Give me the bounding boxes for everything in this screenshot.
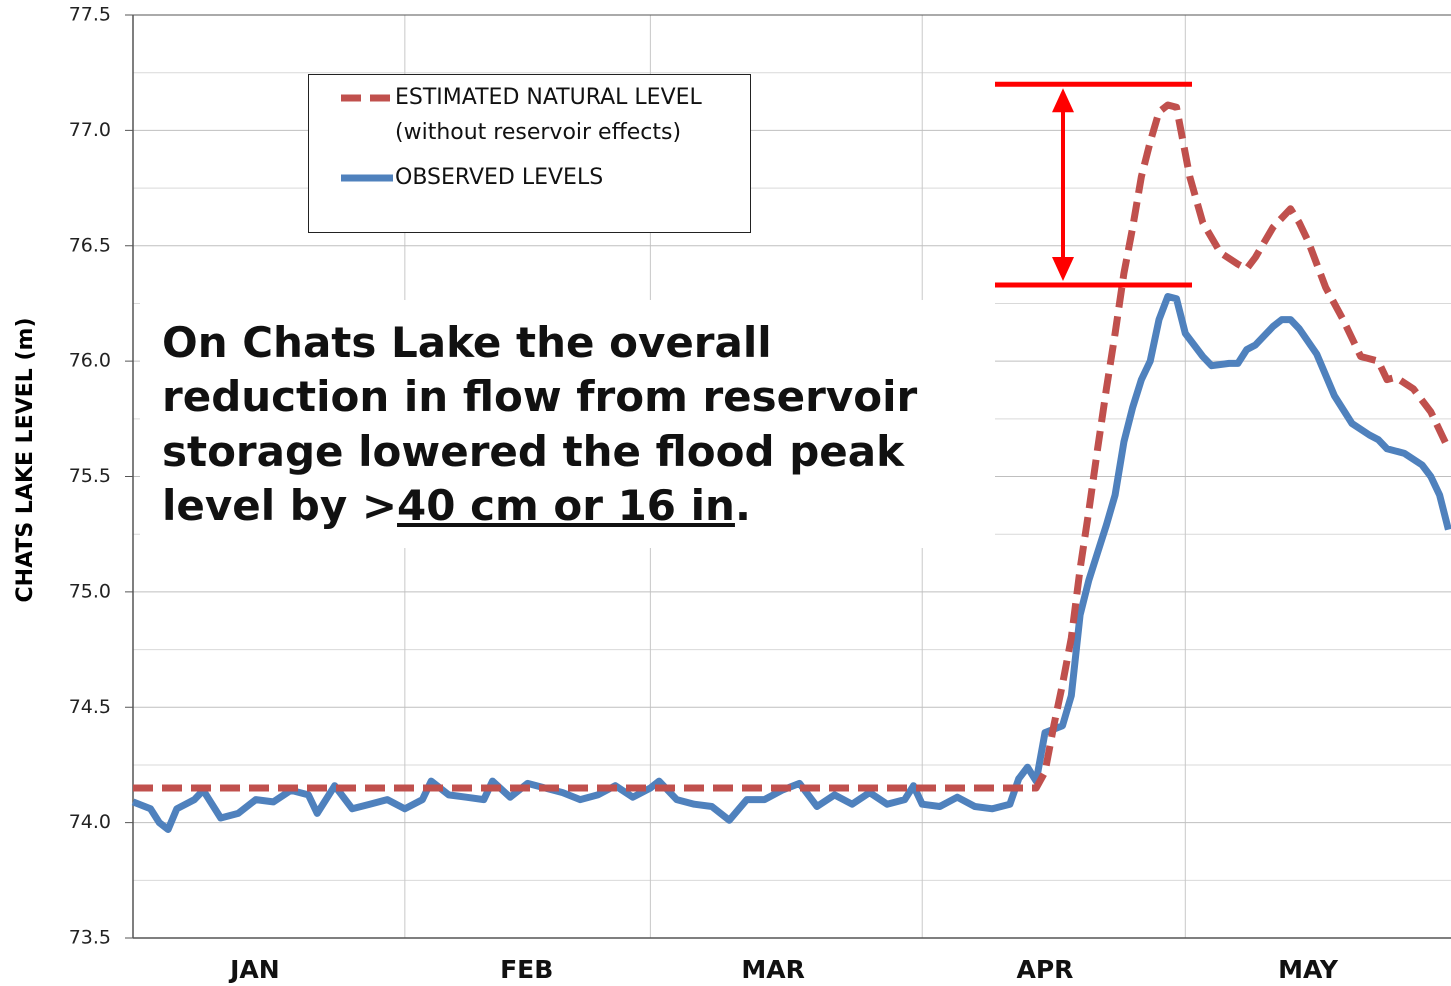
y-tick-label: 76.0	[69, 350, 111, 372]
legend: ESTIMATED NATURAL LEVEL (without reservo…	[308, 74, 751, 233]
annotation-box: On Chats Lake the overall reduction in f…	[140, 300, 995, 548]
x-tick-label: APR	[1017, 955, 1074, 984]
y-tick-label: 77.0	[69, 119, 111, 141]
y-tick-label: 73.5	[69, 927, 111, 949]
annotation-text: level by >	[162, 481, 398, 530]
y-tick-label: 74.0	[69, 811, 111, 833]
y-tick-label: 76.5	[69, 234, 111, 256]
x-tick-label: FEB	[500, 955, 553, 984]
arrow-head	[1052, 256, 1074, 281]
y-axis-label: CHATS LAKE LEVEL (m)	[13, 318, 38, 603]
series-line	[133, 101, 1451, 792]
x-tick-label: MAR	[741, 955, 804, 984]
y-tick-label: 74.5	[69, 696, 111, 718]
annotation-text: .	[734, 481, 751, 530]
series-line	[131, 293, 1451, 833]
annotation-line: storage lowered the flood peak	[162, 427, 905, 476]
y-tick-label: 75.5	[69, 465, 111, 487]
annotation-line: On Chats Lake the overall	[162, 318, 772, 367]
x-tick-label: MAY	[1278, 955, 1339, 984]
legend-label: ESTIMATED NATURAL LEVEL (without reservo…	[395, 85, 702, 145]
legend-swatches	[341, 94, 393, 182]
y-tick-label: 75.0	[69, 580, 111, 602]
arrow-head	[1052, 88, 1074, 113]
x-tick-label: JAN	[228, 955, 280, 984]
legend-label: OBSERVED LEVELS	[395, 165, 604, 190]
annotation-line: reduction in flow from reservoir	[162, 372, 918, 421]
y-tick-label: 77.5	[69, 4, 111, 26]
annotation-underlined: 40 cm or 16 in	[397, 481, 735, 530]
annotation-line: level by >40 cm or 16 in.	[162, 479, 751, 534]
